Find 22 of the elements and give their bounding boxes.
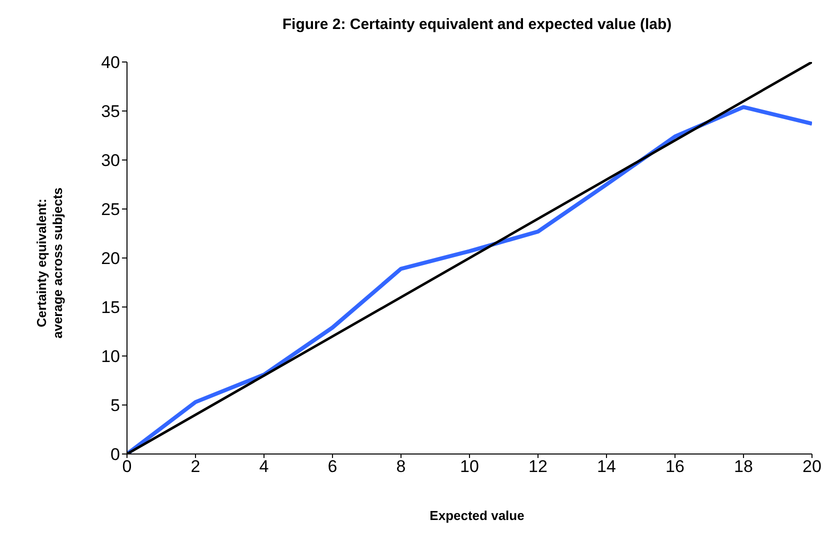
x-tick-label: 6 xyxy=(328,457,338,476)
y-tick-label: 0 xyxy=(110,445,120,464)
x-tick-label: 18 xyxy=(734,457,753,476)
x-tick-label: 10 xyxy=(460,457,479,476)
x-tick-label: 14 xyxy=(597,457,616,476)
x-tick-label: 20 xyxy=(802,457,822,476)
y-tick-label: 35 xyxy=(101,102,120,122)
x-tick-label: 2 xyxy=(190,457,200,476)
y-tick-label: 20 xyxy=(101,249,120,268)
y-tick-label: 15 xyxy=(101,298,120,318)
y-axis-title: Certainty equivalent: average across subjects xyxy=(34,187,65,339)
x-tick-label: 4 xyxy=(259,457,269,476)
x-axis-title: Expected value xyxy=(428,508,526,523)
y-tick-label: 10 xyxy=(101,347,120,366)
chart-title: Figure 2: Certainty equivalent and expected value (lab) xyxy=(281,16,673,33)
y-tick-label: 40 xyxy=(101,53,120,72)
x-tick-label: 12 xyxy=(528,457,548,476)
x-tick-label: 8 xyxy=(396,457,406,476)
y-tick-label: 25 xyxy=(101,200,120,220)
x-tick-label: 16 xyxy=(666,457,684,476)
y-tick-label: 5 xyxy=(110,396,120,416)
y-tick-label: 30 xyxy=(101,151,120,170)
